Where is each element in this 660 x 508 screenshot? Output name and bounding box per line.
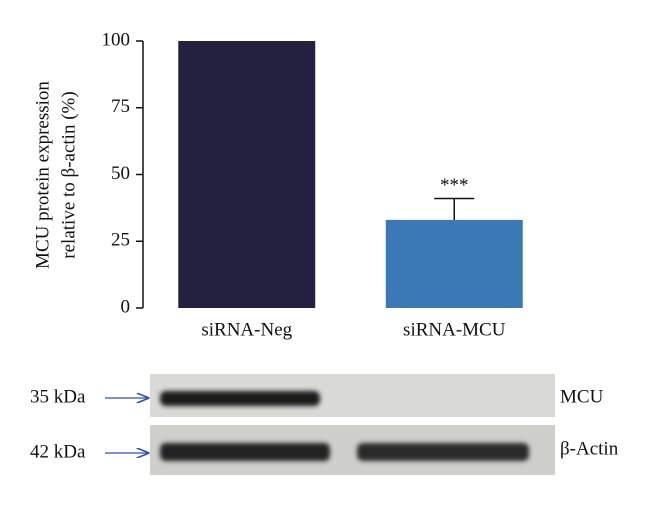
- y-tick-label: 50: [111, 163, 130, 184]
- blot: 35 kDa 42 kDa MCU β-Actin: [30, 374, 619, 475]
- y-tick-label: 100: [102, 29, 131, 50]
- bar: [385, 219, 523, 308]
- blot-label: β-Actin: [560, 438, 619, 459]
- blot-band: [160, 443, 330, 461]
- y-tick-label: 25: [111, 230, 130, 251]
- blot-size: 35 kDa: [30, 386, 86, 407]
- error-bar: [434, 197, 475, 220]
- x-tick-label: siRNA-MCU: [403, 319, 506, 340]
- y-axis-title: MCU protein expression: [32, 81, 53, 269]
- y-tick-label: 75: [111, 96, 130, 117]
- bar: [178, 41, 316, 308]
- blot-label: MCU: [560, 386, 604, 407]
- blot-band: [357, 443, 529, 461]
- blot-size: 42 kDa: [30, 441, 86, 462]
- y-axis-title: relative to β-actin (%): [58, 91, 79, 258]
- x-tick-label: siRNA-Neg: [201, 319, 292, 340]
- blot-band: [160, 391, 320, 406]
- annotation: ***: [440, 175, 469, 196]
- y-tick-label: 0: [121, 296, 131, 317]
